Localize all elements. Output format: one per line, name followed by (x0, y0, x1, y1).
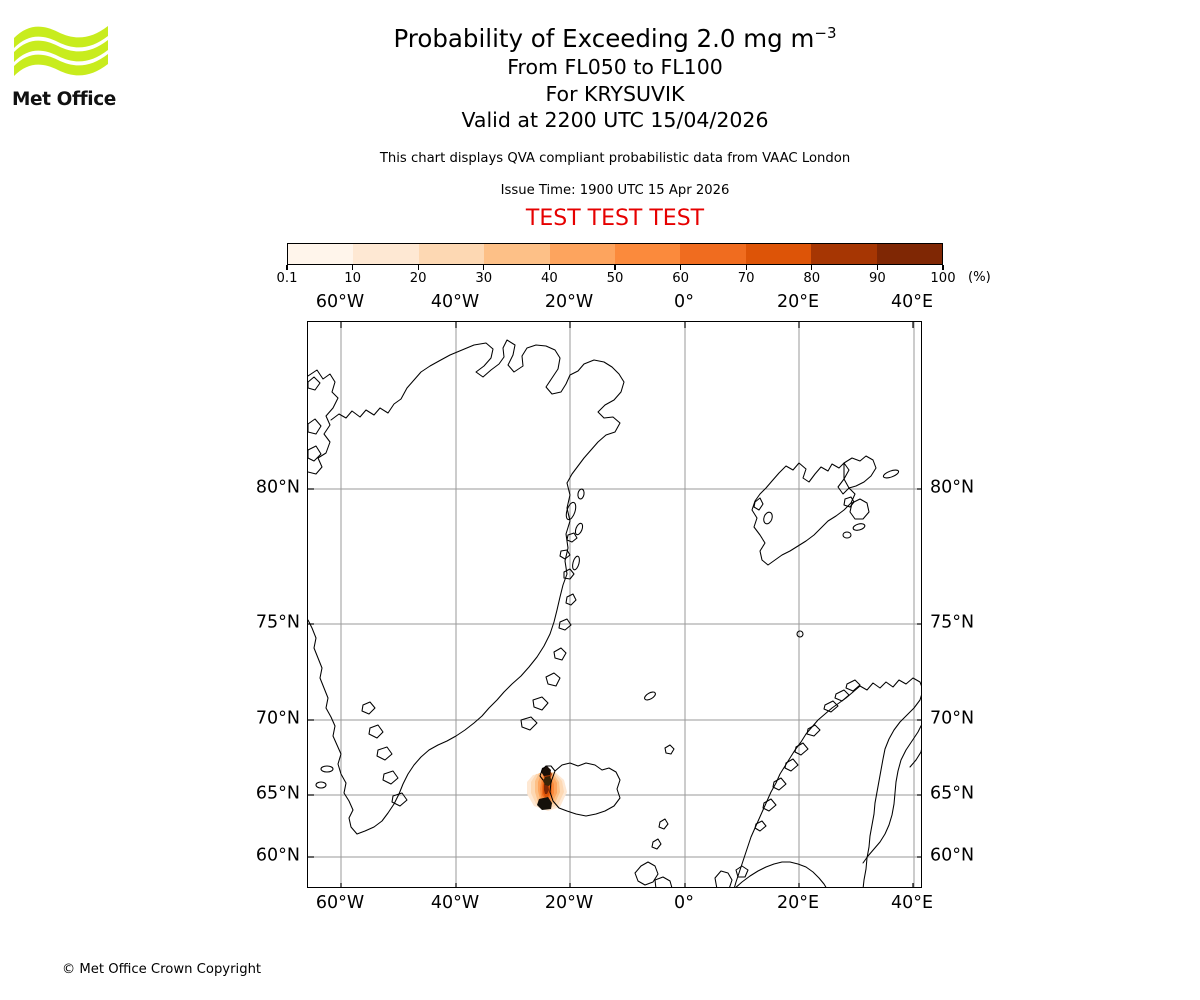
colorbar-tick-label: 0.1 (276, 271, 298, 286)
page-title-exponent: −3 (814, 23, 837, 42)
latitude-tick-label: 75°N (930, 612, 975, 633)
colorbar-tick-label: 100 (930, 271, 956, 286)
longitude-tick-label: 60°W (315, 893, 365, 913)
latitude-tick-label: 75°N (255, 612, 300, 633)
longitude-tick-label: 40°W (430, 292, 480, 312)
longitude-tick-label: 0° (674, 893, 694, 913)
longitude-tick-label: 20°E (776, 292, 820, 312)
map-canvas (308, 322, 921, 887)
colorbar-tick-label: 10 (344, 271, 361, 286)
met-office-logo-text: Met Office (12, 89, 116, 110)
colorbar-tick-label: 60 (672, 271, 689, 286)
page-title: Probability of Exceeding 2.0 mg m−3 (310, 24, 920, 54)
colorbar-band (745, 244, 812, 264)
colorbar-band (615, 244, 681, 264)
valid-time-line: Valid at 2200 UTC 15/04/2026 (461, 108, 769, 132)
colorbar-tickmark (679, 265, 682, 270)
colorbar: 0.1 10 20 30 40 50 60 70 80 90 100 (277, 243, 956, 291)
colorbar-band (811, 244, 877, 264)
colorbar-tick-label: 50 (606, 271, 624, 286)
flight-level-line: From FL050 to FL100 (507, 55, 723, 79)
latitude-tick-label: 60°N (930, 845, 975, 866)
copyright-footer: © Met Office Crown Copyright (62, 962, 262, 977)
map-frame (307, 321, 922, 888)
qva-caption: This chart displays QVA compliant probab… (379, 150, 851, 166)
longitude-tick-label: 20°W (544, 292, 594, 312)
colorbar-tickmark (286, 265, 288, 270)
colorbar-tick-label: 40 (541, 271, 558, 286)
colorbar-tickmark (942, 265, 944, 270)
title-block: Probability of Exceeding 2.0 mg m−3 From… (310, 24, 920, 232)
colorbar-tick-label: 20 (409, 271, 427, 286)
latitude-tick-label: 80°N (930, 477, 975, 498)
page-title-text: Probability of Exceeding 2.0 mg m (393, 24, 815, 53)
colorbar-unit-label: (%) (968, 270, 991, 285)
colorbar-tickmark (351, 265, 354, 270)
longitude-tick-label: 40°E (890, 292, 934, 312)
colorbar-tick-label: 70 (737, 271, 755, 286)
map-tickmarks (308, 322, 921, 887)
longitude-tick-label: 0° (674, 292, 694, 312)
colorbar-band (876, 244, 943, 264)
colorbar-tickmark (548, 265, 551, 270)
latitude-tick-label: 60°N (255, 845, 300, 866)
colorbar-tickmark (417, 265, 419, 270)
colorbar-tickmark (811, 265, 813, 270)
test-banner: TEST TEST TEST (525, 205, 705, 231)
colorbar-tickmark (483, 265, 485, 270)
latitude-tick-label: 70°N (255, 708, 300, 729)
colorbar-ticks: 0.1 10 20 30 40 50 60 70 80 90 100 (277, 265, 956, 291)
longitude-tick-label: 40°E (890, 893, 934, 913)
longitude-tick-label: 20°E (776, 893, 820, 913)
colorbar-band (549, 244, 616, 264)
colorbar-tickmark (745, 265, 747, 270)
colorbar-band (680, 244, 746, 264)
volcano-line: For KRYSUVIK (545, 81, 685, 106)
colorbar-gradient (287, 243, 943, 265)
colorbar-tickmark (614, 265, 616, 270)
colorbar-band (353, 244, 419, 264)
longitude-tick-label: 20°W (544, 893, 594, 913)
map-coastlines (308, 339, 921, 887)
longitude-tick-label: 40°W (430, 893, 480, 913)
colorbar-band (484, 244, 550, 264)
latitude-tick-label: 80°N (255, 477, 300, 498)
map-panel[interactable] (307, 321, 922, 888)
colorbar-band (288, 244, 354, 264)
issue-time-line: Issue Time: 1900 UTC 15 Apr 2026 (500, 182, 730, 198)
met-office-wave-mark (14, 26, 108, 76)
colorbar-tickmark (876, 265, 879, 270)
met-office-logo: Met Office (12, 18, 122, 114)
longitude-tick-label: 60°W (315, 292, 365, 312)
colorbar-tick-label: 30 (475, 271, 493, 286)
ash-probability-plume (527, 766, 567, 811)
latitude-tick-label: 65°N (255, 783, 300, 804)
latitude-tick-label: 65°N (930, 783, 975, 804)
latitude-tick-label: 70°N (930, 708, 975, 729)
map-gridlines (308, 322, 921, 887)
colorbar-band (418, 244, 485, 264)
colorbar-tick-label: 80 (803, 271, 821, 286)
colorbar-tick-label: 90 (869, 271, 886, 286)
